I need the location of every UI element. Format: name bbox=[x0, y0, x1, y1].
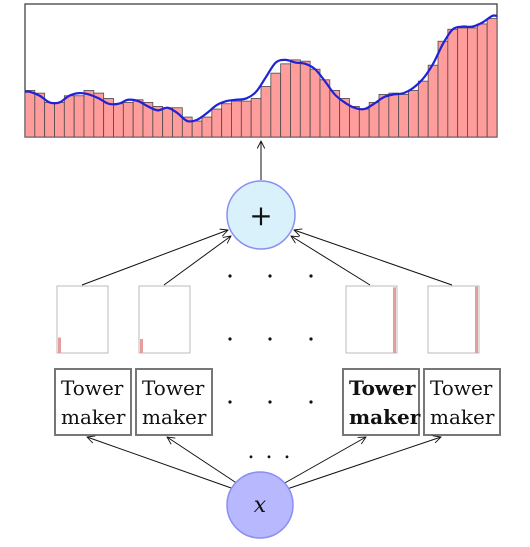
histogram-bar bbox=[349, 106, 360, 138]
histogram-bar bbox=[44, 102, 55, 138]
tower-plot-4 bbox=[427, 285, 480, 354]
tower-maker-box-3: Tower maker bbox=[342, 368, 421, 436]
tower-plot-frame bbox=[427, 285, 480, 354]
histogram-bar bbox=[378, 94, 390, 138]
tower-maker-line1: Tower bbox=[142, 376, 205, 400]
sum-label: + bbox=[249, 199, 272, 232]
histogram-bar bbox=[398, 94, 409, 138]
tower-maker-line2: maker bbox=[142, 405, 207, 429]
ellipsis-dots-row3 bbox=[228, 400, 313, 404]
histogram-bar bbox=[476, 23, 488, 138]
histogram-bar bbox=[319, 79, 331, 138]
arrow-input-to-tower1 bbox=[87, 437, 235, 490]
histogram-bar bbox=[132, 99, 144, 138]
histogram-bar bbox=[408, 90, 419, 138]
histogram-bar bbox=[250, 98, 262, 138]
histogram-bar bbox=[34, 92, 46, 138]
histogram-bar bbox=[63, 95, 75, 138]
histogram-bar bbox=[162, 107, 173, 138]
tower-plot-frame bbox=[56, 285, 109, 354]
histogram-bar bbox=[201, 116, 213, 138]
histogram-bar bbox=[280, 63, 291, 138]
tower-maker-frame bbox=[423, 368, 501, 436]
arrow-tower1-to-sum bbox=[81, 230, 228, 286]
tower-maker-box-4: Tower maker bbox=[423, 368, 501, 436]
histogram-bar bbox=[211, 108, 223, 138]
output-chart bbox=[24, 3, 498, 138]
histogram-bar bbox=[368, 102, 380, 138]
tower-plot-frame bbox=[345, 285, 398, 354]
histogram-bar bbox=[437, 40, 449, 138]
tower-plot-frame bbox=[138, 285, 191, 354]
tower-maker-box-1: Tower maker bbox=[54, 368, 132, 436]
tower-maker-line1: Tower bbox=[61, 376, 124, 400]
target-curve bbox=[24, 14, 498, 123]
arrow-input-to-tower2 bbox=[167, 437, 239, 485]
histogram-bar bbox=[83, 90, 95, 138]
histogram-bar bbox=[260, 86, 272, 138]
tower-bar bbox=[475, 286, 478, 353]
arrow-tower2-to-sum bbox=[163, 236, 231, 286]
arrow-input-to-tower4 bbox=[286, 437, 441, 490]
tower-maker-frame bbox=[54, 368, 132, 436]
tower-maker-line1: Tower bbox=[349, 376, 416, 400]
histogram-bar bbox=[73, 95, 85, 138]
histogram-bar bbox=[299, 60, 311, 138]
histogram-bar bbox=[221, 103, 232, 138]
histogram-bar bbox=[113, 103, 124, 138]
tower-bar bbox=[140, 338, 143, 353]
tower-bar bbox=[393, 287, 396, 353]
histogram-bar bbox=[388, 92, 400, 138]
tower-maker-line1: Tower bbox=[430, 376, 493, 400]
ellipsis-dots-row1 bbox=[228, 274, 313, 278]
tower-maker-line2: maker bbox=[430, 405, 495, 429]
input-circle bbox=[226, 471, 294, 539]
histogram-bar bbox=[122, 102, 134, 138]
histogram-bars bbox=[24, 18, 498, 138]
histogram-bar bbox=[54, 102, 65, 138]
histogram-bar bbox=[467, 27, 478, 138]
tower-maker-frame bbox=[135, 368, 213, 436]
histogram-bar bbox=[24, 90, 36, 138]
histogram-bar bbox=[240, 100, 252, 138]
histogram-bar bbox=[231, 100, 242, 138]
histogram-bar bbox=[191, 120, 203, 138]
histogram-bar bbox=[447, 28, 459, 138]
input-node: x bbox=[226, 471, 294, 539]
arrow-tower3-to-sum bbox=[291, 236, 371, 286]
histogram-bar bbox=[427, 64, 439, 138]
sum-node: + bbox=[226, 180, 296, 250]
sum-circle bbox=[226, 180, 296, 250]
histogram-bar bbox=[290, 59, 301, 138]
arrow-input-to-tower3 bbox=[282, 437, 366, 485]
histogram-bar bbox=[358, 108, 370, 138]
tower-maker-box-2: Tower maker bbox=[135, 368, 213, 436]
tower-maker-frame bbox=[342, 368, 420, 436]
histogram-bar bbox=[486, 18, 498, 138]
histogram-bar bbox=[417, 80, 429, 138]
tower-maker-line2: maker bbox=[349, 405, 421, 429]
tower-maker-line2: maker bbox=[61, 405, 126, 429]
tower-plot-1 bbox=[56, 285, 109, 354]
input-label: x bbox=[254, 493, 267, 518]
histogram-bar bbox=[270, 72, 282, 138]
ellipsis-dots-row2 bbox=[228, 337, 313, 341]
histogram-bar bbox=[457, 27, 468, 138]
tower-bar bbox=[58, 337, 61, 353]
ellipsis-input: . . . bbox=[248, 439, 293, 464]
tower-plot-2 bbox=[138, 285, 191, 354]
histogram-bar bbox=[309, 68, 321, 138]
arrow-tower4-to-sum bbox=[294, 230, 453, 286]
tower-plot-3 bbox=[345, 285, 398, 354]
